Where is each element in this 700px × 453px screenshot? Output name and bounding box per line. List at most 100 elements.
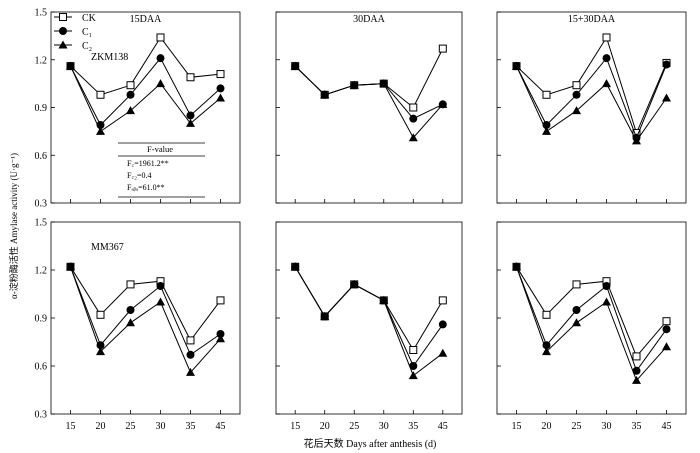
- data-point-c2: [408, 133, 418, 142]
- series-line-2: [516, 65, 667, 142]
- data-point-c2: [662, 342, 671, 351]
- y-tick-label: 0.9: [35, 314, 48, 325]
- y-tick-label: 0.6: [35, 151, 48, 162]
- series-line-2: [70, 65, 221, 133]
- data-point-c2: [320, 311, 330, 320]
- data-point-ck: [572, 280, 581, 289]
- variety-label: ZKM138: [91, 52, 128, 63]
- x-tick-label: 20: [320, 421, 330, 432]
- data-point-c1: [186, 350, 195, 359]
- data-point-c2: [156, 79, 165, 88]
- data-point-ck: [156, 33, 165, 42]
- panel-title: 30DAA: [353, 14, 385, 25]
- data-point-c2: [126, 318, 135, 327]
- data-point-c1: [662, 60, 671, 69]
- data-point-ck: [126, 280, 135, 289]
- data-point-c1: [572, 90, 581, 99]
- legend-label-ck: CK: [82, 13, 97, 24]
- series-line-2: [294, 65, 444, 139]
- x-tick-label: 15: [290, 421, 300, 432]
- data-point-ck: [409, 103, 418, 112]
- data-point-c1: [409, 114, 418, 123]
- data-point-c2: [349, 279, 359, 288]
- data-point-c1: [216, 84, 225, 93]
- data-point-c1: [156, 282, 165, 290]
- data-point-c1: [409, 362, 418, 370]
- data-point-c2: [320, 90, 330, 99]
- data-point-ck: [542, 90, 551, 99]
- f-table-row-c: F꜀=1961.2**: [127, 159, 169, 168]
- data-point-ck: [542, 310, 551, 319]
- series-line-0: [70, 266, 221, 342]
- data-point-c2: [156, 297, 165, 306]
- y-tick-label: 0.6: [35, 362, 48, 373]
- f-table-header: F-value: [147, 144, 173, 154]
- data-point-ck: [216, 70, 225, 79]
- panel-top-right: 15+30DAA: [496, 11, 687, 204]
- data-point-c2: [66, 262, 75, 271]
- data-point-c2: [602, 297, 611, 306]
- data-point-c2: [96, 347, 105, 356]
- data-point-ck: [126, 81, 135, 90]
- data-point-ck: [662, 317, 671, 326]
- data-point-c2: [96, 126, 105, 135]
- data-point-ck: [438, 44, 447, 53]
- plot-frame: [275, 11, 463, 204]
- series-line-1: [294, 266, 444, 368]
- data-point-c1: [438, 320, 447, 329]
- data-point-ck: [602, 33, 611, 42]
- data-point-c1: [602, 282, 611, 290]
- panel-bottom-middle: 15 20 25 30 35 45: [275, 221, 463, 432]
- data-point-ck: [186, 73, 195, 82]
- x-tick-label: 25: [572, 421, 582, 432]
- data-point-c1: [186, 111, 195, 120]
- data-point-c1: [156, 54, 165, 63]
- data-point-c2: [542, 347, 551, 356]
- data-point-ck: [216, 296, 225, 305]
- data-point-c1: [662, 325, 671, 334]
- panel-top-left: 0.3 0.6 0.9 1.2 1.5 15DAA ZKM138: [35, 8, 241, 210]
- data-point-c2: [349, 80, 359, 89]
- data-point-c2: [126, 106, 135, 115]
- legend-marker-c2: [58, 40, 68, 49]
- data-point-c2: [572, 318, 581, 327]
- data-point-c2: [290, 262, 300, 271]
- y-tick-label: 1.5: [35, 8, 48, 19]
- plot-frame: [50, 221, 241, 415]
- panel-bottom-right: 15 20 25 30 35 45: [496, 221, 687, 432]
- data-point-ck: [438, 296, 447, 305]
- data-point-ck: [96, 310, 105, 319]
- series-line-1: [516, 266, 667, 372]
- x-tick-label: 35: [186, 421, 196, 432]
- data-point-c1: [632, 366, 641, 375]
- y-tick-label: 0.3: [35, 410, 48, 421]
- data-point-c2: [216, 93, 225, 102]
- series-line-0: [294, 48, 444, 109]
- series-line-0: [516, 266, 667, 358]
- data-point-c2: [572, 106, 581, 115]
- data-point-ck: [409, 346, 418, 354]
- data-point-c1: [216, 330, 225, 338]
- panel-title: 15DAA: [130, 14, 162, 25]
- x-tick-label: 45: [216, 421, 226, 432]
- data-point-c2: [438, 348, 448, 357]
- legend-marker-ck: [59, 13, 67, 21]
- x-tick-label: 20: [96, 421, 106, 432]
- panel-top-middle: 30DAA: [275, 11, 463, 204]
- x-tick-label: 35: [408, 421, 418, 432]
- series-line-1: [70, 266, 221, 356]
- data-point-c2: [602, 79, 611, 88]
- plot-frame: [496, 11, 687, 204]
- panel-title: 15+30DAA: [568, 14, 616, 25]
- f-table-row-sp: F꜀₂=0.4: [127, 171, 152, 180]
- variety-label: MM367: [91, 242, 124, 253]
- data-point-c2: [290, 61, 300, 70]
- f-table-row-aba: Fₐᵦₐ=61.0**: [127, 183, 165, 192]
- x-tick-label: 30: [156, 421, 166, 432]
- x-tick-label: 20: [542, 421, 552, 432]
- data-point-ck: [96, 90, 105, 99]
- data-point-c2: [186, 118, 195, 127]
- data-point-c1: [126, 90, 135, 99]
- series-line-2: [70, 266, 221, 374]
